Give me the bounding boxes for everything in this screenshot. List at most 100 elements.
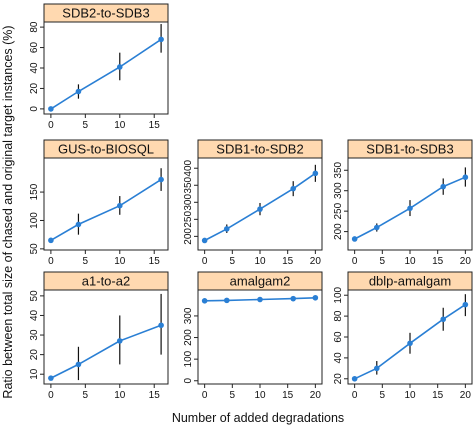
x-tick-label: 15 [432, 390, 444, 401]
x-axis-title: Number of added degradations [172, 411, 344, 425]
y-axis-title: Ratio between total size of chased and o… [1, 25, 15, 398]
x-tick-label: 5 [380, 256, 386, 267]
panel-4: a1-to-a2 0 5 10 15 10 20 30 40 50 [29, 271, 169, 401]
panel-3: SDB1-to-SDB3 0 5 10 15 20 200 250 300 350 [333, 139, 473, 267]
data-point [373, 224, 380, 231]
x-tick-label: 15 [282, 390, 294, 401]
series-line [50, 178, 162, 241]
panel-frame [43, 157, 169, 251]
y-tick-label: 30 [29, 329, 40, 341]
panel-6: dblp-amalgam 0 5 10 15 20 20 40 60 80 100 [333, 271, 473, 401]
y-tick-label: 40 [29, 309, 40, 321]
panel-title: amalgam2 [230, 274, 291, 289]
y-tick-label: 10 [29, 368, 40, 380]
data-point [312, 170, 319, 177]
panel-title: SDB1-to-SDB2 [216, 142, 303, 157]
y-tick-label: 350 [333, 161, 344, 178]
x-tick-label: 15 [149, 120, 161, 131]
y-tick-label: 200 [183, 228, 194, 245]
panel-title: dblp-amalgam [369, 274, 451, 289]
data-point [257, 296, 263, 303]
data-point [312, 294, 319, 301]
x-tick-label: 10 [114, 120, 126, 131]
x-tick-label: 5 [230, 256, 236, 267]
x-tick-label: 0 [48, 390, 54, 401]
data-point [75, 361, 82, 368]
y-tick-label: 100 [183, 350, 194, 367]
data-point [407, 205, 413, 212]
data-point [201, 237, 208, 244]
data-point [462, 301, 469, 308]
data-point [116, 64, 123, 70]
y-tick-label: 250 [333, 202, 344, 219]
x-tick-label: 15 [282, 256, 294, 267]
data-point [158, 322, 164, 329]
x-tick-label: 0 [48, 256, 54, 267]
y-tick-label: 60 [29, 42, 40, 54]
x-tick-label: 20 [460, 256, 472, 267]
panel-frame [43, 21, 169, 115]
y-tick-label: 20 [29, 349, 40, 361]
x-tick-label: 0 [352, 256, 358, 267]
data-point [373, 365, 380, 372]
x-tick-label: 5 [83, 120, 89, 131]
panel-title: SDB2-to-SDB3 [62, 6, 149, 21]
data-point [462, 174, 469, 181]
data-point [440, 316, 447, 323]
data-point [48, 106, 54, 112]
series-line [50, 38, 162, 110]
x-tick-label: 10 [114, 256, 126, 267]
x-tick-label: 0 [202, 256, 208, 267]
x-tick-label: 10 [254, 390, 266, 401]
panel-1: GUS-to-BIOSQL 0 5 10 15 50 100 150 [29, 139, 169, 267]
x-tick-label: 15 [149, 390, 161, 401]
x-tick-label: 5 [230, 390, 236, 401]
y-tick-label: 200 [333, 223, 344, 240]
x-tick-label: 5 [380, 390, 386, 401]
panel-title: SDB1-to-SDB3 [366, 142, 453, 157]
data-point [48, 375, 54, 381]
y-tick-label: 300 [333, 182, 344, 199]
y-tick-label: 100 [29, 212, 40, 229]
y-tick-label: 40 [333, 352, 344, 364]
data-point [158, 176, 164, 183]
data-point [48, 237, 54, 244]
data-point [351, 236, 358, 242]
y-tick-label: 250 [183, 211, 194, 228]
panel-title: a1-to-a2 [82, 274, 130, 289]
data-point [351, 375, 358, 382]
data-point [75, 88, 82, 95]
y-tick-label: 300 [183, 194, 194, 211]
y-tick-label: 80 [333, 310, 344, 322]
y-tick-label: 20 [29, 82, 40, 94]
data-point [290, 295, 297, 302]
y-tick-label: 50 [29, 243, 40, 255]
x-tick-label: 15 [149, 256, 161, 267]
panel-frame [197, 289, 323, 385]
y-tick-label: 40 [29, 62, 40, 74]
x-tick-label: 0 [202, 390, 208, 401]
data-point [290, 185, 297, 192]
data-point [158, 36, 164, 43]
panel-title: GUS-to-BIOSQL [58, 142, 154, 157]
data-point [75, 221, 82, 228]
x-tick-label: 20 [460, 390, 472, 401]
series-line [50, 324, 162, 379]
x-tick-label: 10 [254, 256, 266, 267]
y-tick-label: 80 [29, 21, 40, 33]
y-tick-label: 0 [183, 378, 194, 384]
y-tick-label: 300 [183, 307, 194, 324]
y-tick-label: 100 [333, 286, 344, 303]
data-point [407, 340, 413, 347]
y-tick-label: 150 [29, 183, 40, 200]
y-tick-label: 50 [29, 290, 40, 302]
data-point [257, 206, 263, 212]
x-tick-label: 20 [310, 256, 322, 267]
data-point [223, 226, 230, 232]
panel-0: SDB2-to-SDB3 0 5 10 15 0 20 40 60 80 [29, 3, 169, 131]
x-tick-label: 10 [114, 390, 126, 401]
x-tick-label: 20 [310, 390, 322, 401]
